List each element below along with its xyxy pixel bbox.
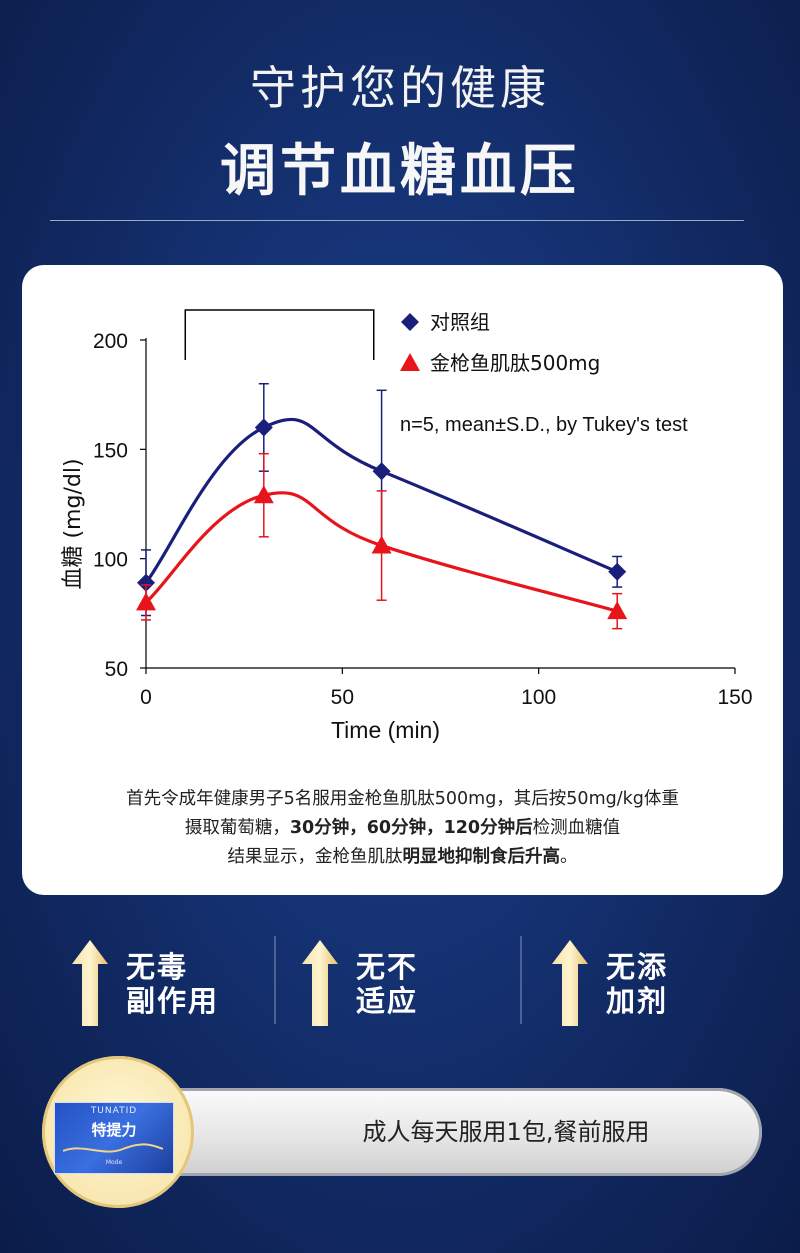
feature-line-2: 加剂 — [606, 984, 669, 1018]
data-point-diamond — [254, 418, 273, 437]
chart-card: 50 100 150 200 0 50 100 150 Time (min) 血糖 (mg/dl)… — [22, 265, 783, 895]
note-line-2a: 摄取葡萄糖， — [184, 818, 290, 838]
series-line-1 — [144, 417, 618, 584]
product-badge: TUNATID 特提力 Mode — [42, 1056, 194, 1208]
x-axis-label: Time (min) — [331, 717, 440, 743]
note-line-2b: 30分钟，60分钟，120分钟后 — [289, 818, 533, 838]
y-tick-label: 50 — [105, 658, 128, 681]
x-tick-label: 0 — [140, 686, 152, 709]
legend-marker — [400, 353, 420, 371]
legend-marker — [401, 313, 419, 331]
product-name: 特提力 — [91, 1121, 137, 1139]
y-tick-label: 200 — [93, 330, 128, 353]
feature-line-1: 无不 — [356, 950, 419, 984]
note-line-2: 摄取葡萄糖，30分钟，60分钟，120分钟后检测血糖值 — [22, 814, 783, 843]
divider — [50, 220, 744, 221]
note-line-3a: 结果显示，金枪鱼肌肽 — [227, 847, 403, 867]
note-line-3: 结果显示，金枪鱼肌肽明显地抑制食后升高。 — [22, 843, 783, 872]
page-subtitle: 调节血糖血压 — [220, 139, 580, 204]
x-tick-label: 150 — [717, 686, 752, 709]
note-line-3b: 明显地抑制食后升高 — [402, 847, 561, 867]
stats-annotation: n=5, mean±S.D., by Tukey's test — [400, 414, 688, 436]
feature-separator — [520, 936, 522, 1024]
feature-line-2: 适应 — [356, 984, 419, 1018]
data-point-diamond — [372, 462, 391, 481]
up-arrow-icon — [552, 940, 588, 1026]
feature-line-1: 无毒 — [126, 950, 189, 984]
note-line-3c: 。 — [560, 847, 578, 867]
data-point-triangle — [253, 485, 274, 504]
legend-label: 对照组 — [430, 310, 490, 334]
data-point-triangle — [607, 601, 628, 620]
product-brand: TUNATID — [90, 1106, 138, 1116]
glucose-chart: 50 100 150 200 0 50 100 150 Time (min) 血糖 (mg/dl)… — [61, 309, 753, 743]
x-tick-label: 100 — [521, 686, 556, 709]
study-note: 首先令成年健康男子5名服用金枪鱼肌肽500mg，其后按50mg/kg体重 摄取葡… — [22, 785, 783, 872]
y-tick-label: 150 — [93, 439, 128, 462]
up-arrow-icon — [72, 940, 108, 1026]
wave-graphic — [63, 1143, 163, 1153]
x-tick-label: 50 — [331, 686, 354, 709]
dosage-text: 成人每天服用1包,餐前服用 — [362, 1118, 650, 1146]
series-line-2 — [144, 491, 618, 613]
dosage-banner: 成人每天服用1包,餐前服用 — [120, 1088, 762, 1176]
feature-separator — [274, 936, 276, 1024]
product-box-image: TUNATID 特提力 Mode — [54, 1102, 174, 1174]
data-point-triangle — [136, 592, 156, 611]
data-point-triangle — [371, 535, 392, 554]
feature-line-1: 无添 — [606, 950, 669, 984]
feature-label: 无不 适应 — [356, 950, 418, 1018]
page-title: 守护您的健康 — [250, 61, 550, 115]
feature-label: 无添 加剂 — [606, 950, 668, 1018]
legend-label: 金枪鱼肌肽500mg — [430, 351, 600, 375]
y-axis-label: 血糖 (mg/dl) — [61, 458, 86, 589]
significance-bracket — [184, 309, 375, 360]
data-point-diamond — [608, 562, 627, 581]
note-line-2c: 检测血糖值 — [532, 818, 621, 838]
y-tick-label: 100 — [93, 549, 128, 572]
data-point-diamond — [137, 573, 155, 592]
feature-line-2: 副作用 — [126, 984, 220, 1018]
feature-label: 无毒 副作用 — [126, 950, 219, 1018]
product-sub: Mode — [105, 1159, 123, 1166]
up-arrow-icon — [302, 940, 338, 1026]
note-line-1: 首先令成年健康男子5名服用金枪鱼肌肽500mg，其后按50mg/kg体重 — [126, 789, 679, 809]
